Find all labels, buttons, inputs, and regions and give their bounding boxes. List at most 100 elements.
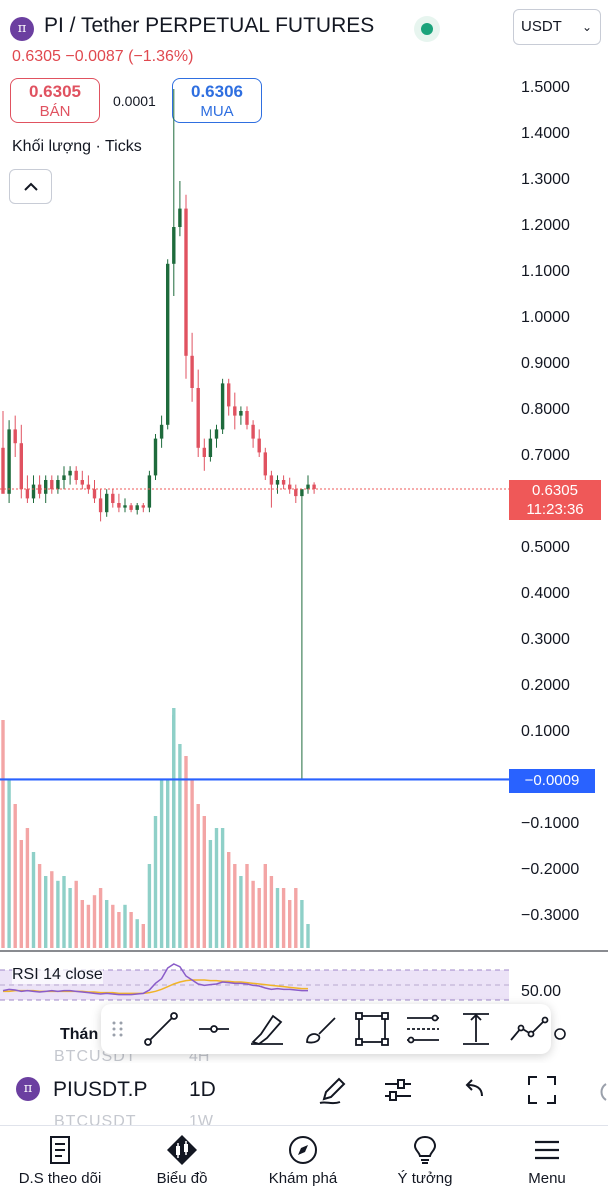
volume-bar <box>92 895 97 948</box>
buy-button[interactable]: 0.6306 MUA <box>172 78 262 123</box>
nav-watchlist[interactable]: D.S theo dõi <box>5 1134 115 1187</box>
fullscreen-icon[interactable] <box>524 1072 560 1108</box>
path-icon[interactable] <box>510 1016 549 1041</box>
chevron-down-icon: ⌄ <box>581 20 592 34</box>
volume-bar <box>141 924 145 948</box>
candle <box>13 429 17 444</box>
candle <box>37 484 42 494</box>
nav-label: Biểu đồ <box>156 1170 208 1187</box>
currency-select[interactable]: USDT ⌄ <box>513 9 601 45</box>
volume-bar <box>220 828 225 948</box>
candle <box>123 505 127 508</box>
undo-icon[interactable] <box>460 1075 490 1105</box>
price-axis-label: 1.2000 <box>521 217 570 234</box>
candle <box>263 452 267 476</box>
volume-bar <box>172 715 176 948</box>
divider <box>0 1125 608 1126</box>
candle <box>300 489 304 497</box>
candle <box>306 484 310 490</box>
nav-ideas[interactable]: Ý tưởng <box>370 1134 480 1187</box>
volume-bar <box>178 744 182 948</box>
candle <box>153 438 158 476</box>
volume-bar <box>281 888 286 948</box>
volume-bar <box>166 780 170 948</box>
volume-bar <box>159 780 164 948</box>
compass-icon <box>289 1136 317 1164</box>
nav-chart[interactable]: Biểu đồ <box>127 1134 237 1187</box>
brush-icon[interactable] <box>306 1017 336 1044</box>
volume-bar <box>300 900 304 948</box>
volume-bar <box>153 816 158 948</box>
more-tools-icon[interactable] <box>552 1024 572 1044</box>
drag-handle-icon[interactable] <box>112 1021 123 1037</box>
candle <box>147 475 152 508</box>
price-range-icon[interactable] <box>463 1013 489 1045</box>
volume-bar <box>105 900 109 948</box>
rsi-legend[interactable]: RSI 14 close <box>12 966 103 984</box>
candle <box>214 429 219 439</box>
recent-interval[interactable]: 1W <box>189 1113 213 1130</box>
candle <box>196 388 200 448</box>
price-change: 0.6305 −0.0087 (−1.36%) <box>12 48 194 65</box>
market-status-icon <box>414 16 440 42</box>
recent-symbol[interactable]: BTCUSDT <box>54 1113 137 1130</box>
candle <box>31 484 36 499</box>
candle <box>312 484 316 489</box>
candle <box>1 447 5 494</box>
chevron-up-icon <box>23 182 38 191</box>
candle <box>288 484 292 490</box>
candle <box>220 383 225 430</box>
trend-line-icon[interactable] <box>144 1012 178 1046</box>
volume-bar <box>269 876 274 948</box>
price-axis-label: 0.1000 <box>521 723 570 740</box>
symbol-title[interactable]: PI / Tether PERPETUAL FUTURES <box>44 14 375 37</box>
buy-price: 0.6306 <box>191 82 243 101</box>
more-icon[interactable] <box>596 1080 608 1104</box>
volume-bar <box>44 876 48 948</box>
candle <box>159 424 164 439</box>
horizontal-line-icon[interactable] <box>199 1025 229 1033</box>
nav-label: Ý tưởng <box>397 1170 453 1187</box>
price-axis-label: 0.2000 <box>521 677 570 694</box>
last-price: 0.6305 <box>532 482 578 499</box>
candle <box>74 470 78 480</box>
price-axis-label: 1.1000 <box>521 263 570 280</box>
highlighter-icon[interactable] <box>251 1014 283 1046</box>
sell-label: BÁN <box>39 103 71 120</box>
settings-sliders-icon[interactable] <box>381 1073 415 1107</box>
nav-menu[interactable]: Menu <box>492 1134 602 1187</box>
volume-bar <box>275 888 280 948</box>
volume-bar <box>135 919 139 948</box>
horizontal-line-tag[interactable]: −0.0009 <box>509 769 595 793</box>
nav-label: Menu <box>528 1170 566 1187</box>
volume-legend[interactable]: Khối lượng · Ticks <box>12 138 142 155</box>
pen-icon[interactable] <box>316 1073 350 1107</box>
candle <box>111 493 115 503</box>
price-axis-label: 0.8000 <box>521 401 570 418</box>
volume-bar <box>294 888 298 948</box>
symbol-selector[interactable]: PIUSDT.P <box>53 1078 148 1101</box>
interval-selector[interactable]: 1D <box>189 1078 216 1101</box>
sell-button[interactable]: 0.6305 BÁN <box>10 78 100 123</box>
volume-bar <box>86 904 91 948</box>
price-chart[interactable] <box>0 60 608 1010</box>
volume-bar <box>208 840 213 948</box>
candle <box>105 493 109 513</box>
rectangle-icon[interactable] <box>355 1012 389 1046</box>
bar-countdown: 11:23:36 <box>526 501 584 518</box>
volume-bar <box>147 864 152 948</box>
collapse-legend-button[interactable] <box>9 169 52 204</box>
price-axis-label: 0.7000 <box>521 447 570 464</box>
volume-bar <box>196 804 200 948</box>
volume-bar <box>202 816 206 948</box>
volume-bar <box>31 852 36 948</box>
volume-bar <box>123 904 127 948</box>
fib-retracement-icon[interactable] <box>407 1014 439 1044</box>
nav-explore[interactable]: Khám phá <box>248 1134 358 1187</box>
volume-bar <box>263 864 267 948</box>
buy-label: MUA <box>200 103 234 120</box>
rsi-axis-value: 50.00 <box>521 983 562 1000</box>
pi-logo: π <box>10 17 34 41</box>
volume-bar <box>50 871 54 948</box>
candle <box>269 475 274 485</box>
